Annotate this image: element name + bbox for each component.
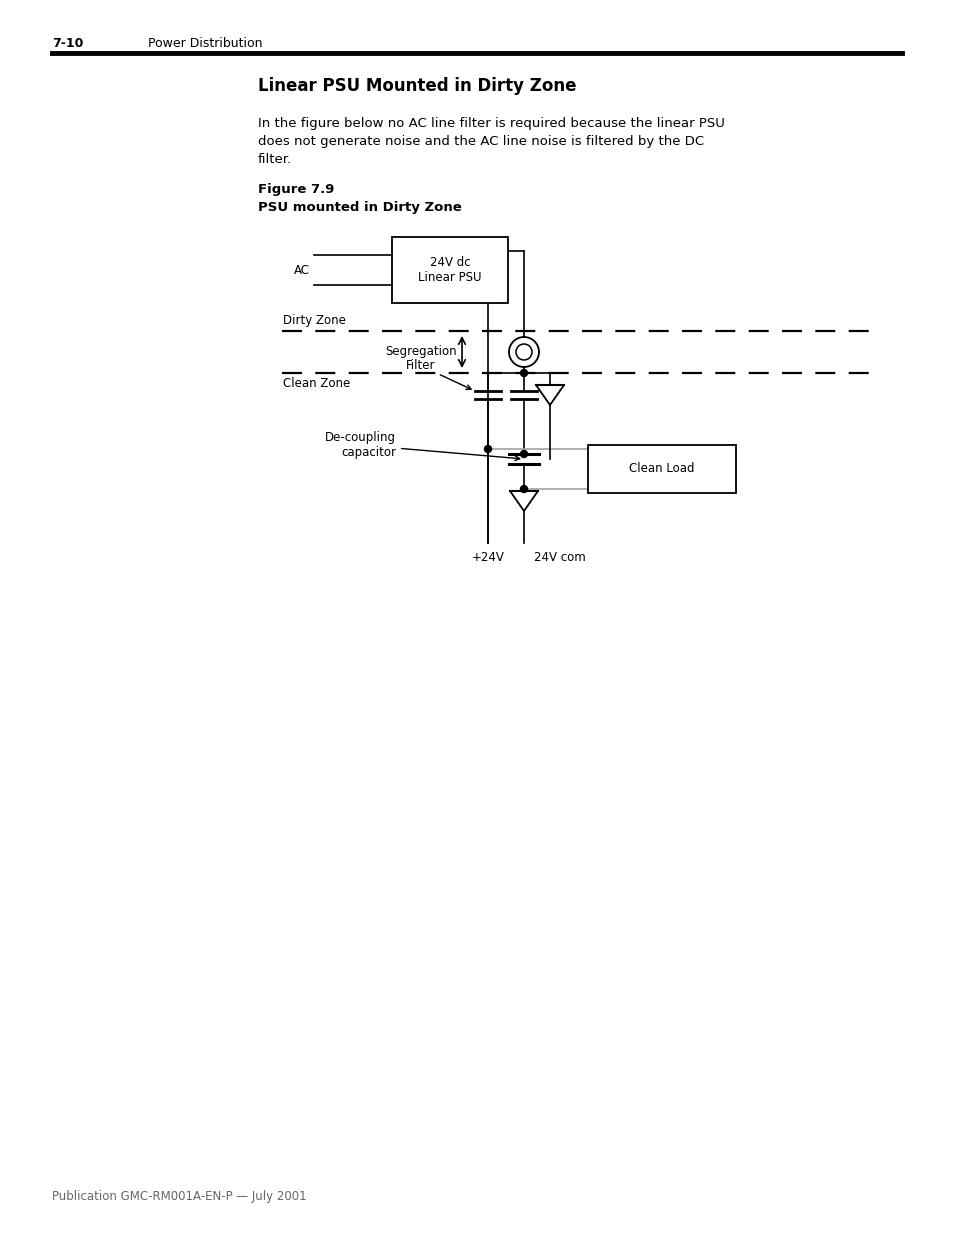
Circle shape — [484, 446, 491, 452]
Text: Power Distribution: Power Distribution — [148, 37, 262, 49]
Circle shape — [520, 369, 527, 377]
Text: In the figure below no AC line filter is required because the linear PSU: In the figure below no AC line filter is… — [257, 117, 724, 130]
Text: Publication GMC-RM001A-EN-P — July 2001: Publication GMC-RM001A-EN-P — July 2001 — [52, 1191, 306, 1203]
Text: De-coupling
capacitor: De-coupling capacitor — [325, 431, 519, 461]
Text: 7-10: 7-10 — [52, 37, 83, 49]
Text: Figure 7.9: Figure 7.9 — [257, 183, 334, 196]
Text: Segregation: Segregation — [385, 346, 456, 358]
Text: AC: AC — [294, 263, 310, 277]
Text: +24V: +24V — [471, 551, 504, 564]
Text: Linear PSU Mounted in Dirty Zone: Linear PSU Mounted in Dirty Zone — [257, 77, 576, 95]
Text: Dirty Zone: Dirty Zone — [283, 314, 346, 327]
Text: does not generate noise and the AC line noise is filtered by the DC: does not generate noise and the AC line … — [257, 135, 703, 148]
FancyBboxPatch shape — [587, 445, 735, 493]
Text: Clean Zone: Clean Zone — [283, 377, 350, 390]
FancyBboxPatch shape — [392, 237, 507, 303]
Circle shape — [520, 451, 527, 457]
Circle shape — [520, 485, 527, 493]
Text: PSU mounted in Dirty Zone: PSU mounted in Dirty Zone — [257, 201, 461, 214]
Text: Clean Load: Clean Load — [629, 462, 694, 475]
Text: filter.: filter. — [257, 153, 292, 165]
Text: Filter: Filter — [405, 359, 471, 389]
Text: 24V com: 24V com — [534, 551, 585, 564]
Text: 24V dc
Linear PSU: 24V dc Linear PSU — [417, 256, 481, 284]
